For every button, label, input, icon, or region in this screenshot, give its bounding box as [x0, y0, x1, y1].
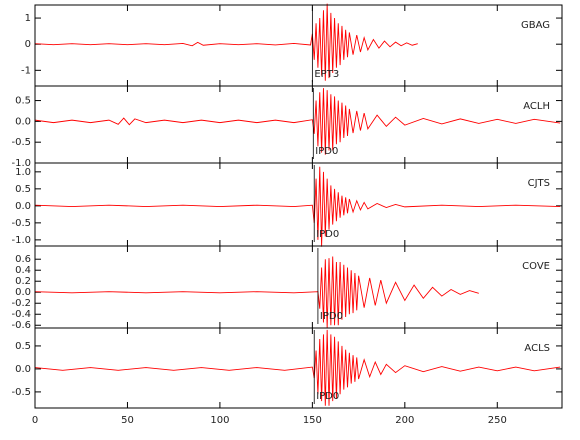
x-tick-label: 200	[395, 415, 414, 426]
x-tick-label: 150	[303, 415, 322, 426]
y-tick-label: -0.2	[11, 298, 31, 309]
pick-label: IPD0	[316, 391, 339, 402]
panel-frame	[34, 245, 563, 329]
waveform	[34, 88, 561, 155]
station-label: ACLH	[523, 101, 550, 112]
y-tick-label: -0.5	[11, 387, 31, 398]
waveform	[34, 329, 561, 406]
x-tick-label: 250	[488, 415, 507, 426]
y-tick-label: 0.5	[15, 96, 31, 107]
y-tick-label: 0.0	[15, 116, 31, 127]
panel-frame	[34, 327, 563, 409]
y-tick-label: 0.6	[15, 254, 31, 265]
x-tick-label: 50	[121, 415, 134, 426]
y-tick-label: 0.0	[15, 364, 31, 375]
station-label: GBAG	[521, 20, 550, 31]
y-tick-label: -0.4	[11, 309, 31, 320]
pick-label: EPT3	[314, 69, 339, 80]
pick-label: IPD0	[315, 146, 338, 157]
y-tick-label: -1.0	[11, 235, 31, 246]
station-label: CJTS	[528, 178, 550, 189]
panel-frame	[34, 162, 563, 247]
station-label: COVE	[522, 261, 550, 272]
y-tick-label: 1	[25, 13, 31, 24]
station-label: ACLS	[524, 343, 550, 354]
y-tick-label: 1.0	[15, 167, 31, 178]
waveform	[34, 166, 561, 247]
y-tick-label: -1	[21, 65, 31, 76]
panel-frame	[34, 4, 563, 87]
pick-label: IPD0	[320, 311, 343, 322]
x-tick-label: 0	[32, 415, 38, 426]
y-tick-label: -0.5	[11, 218, 31, 229]
y-tick-label: 0	[25, 39, 31, 50]
y-tick-label: 0.5	[15, 184, 31, 195]
y-tick-label: 0.0	[15, 287, 31, 298]
panel-frame	[34, 85, 563, 164]
y-tick-label: 0.4	[15, 265, 31, 276]
y-tick-label: -0.5	[11, 137, 31, 148]
pick-label: IPD0	[316, 229, 339, 240]
y-tick-label: 0.2	[15, 276, 31, 287]
y-tick-label: 0.5	[15, 341, 31, 352]
waveform	[34, 256, 479, 329]
y-tick-label: -0.6	[11, 320, 31, 331]
y-tick-label: -1.0	[11, 158, 31, 169]
y-tick-label: 0.0	[15, 201, 31, 212]
waveform	[34, 3, 418, 81]
x-tick-label: 100	[210, 415, 229, 426]
